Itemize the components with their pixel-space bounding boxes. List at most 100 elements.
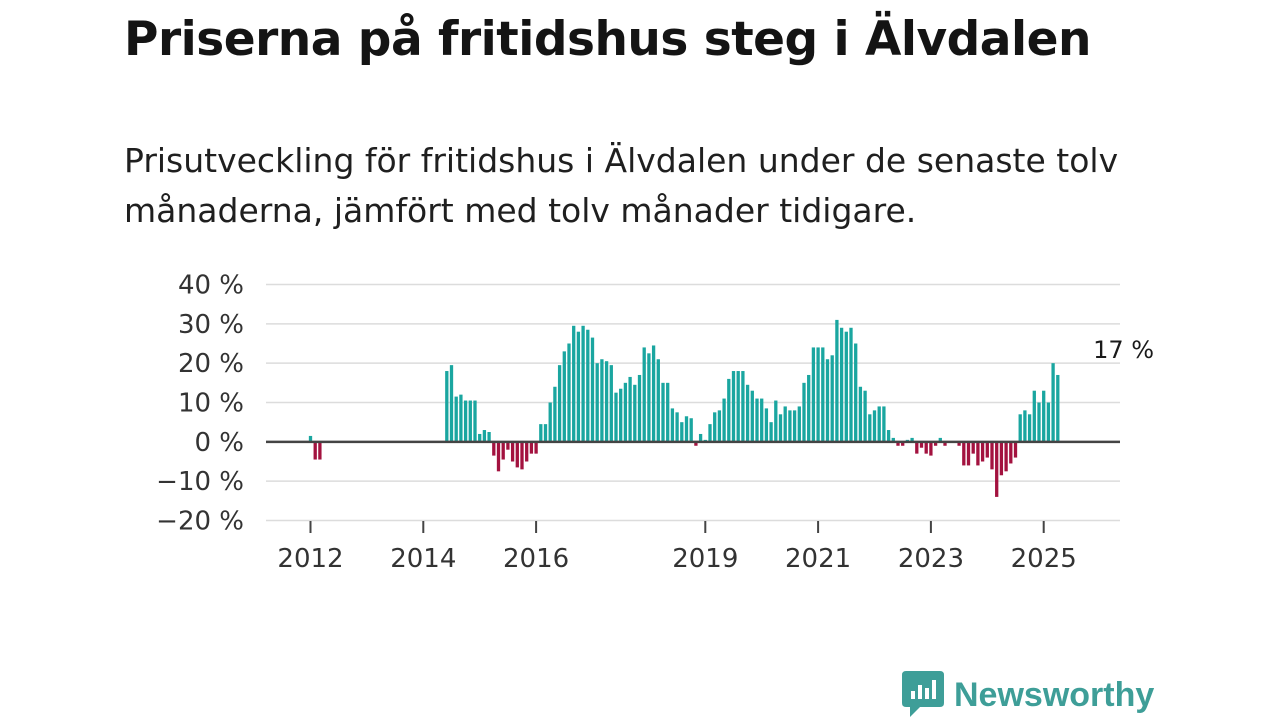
bar bbox=[896, 441, 900, 446]
bar bbox=[454, 396, 458, 442]
bar bbox=[694, 441, 698, 446]
y-tick-label: −20 % bbox=[156, 507, 244, 537]
bars bbox=[308, 319, 1060, 497]
bar bbox=[487, 432, 491, 442]
bar bbox=[661, 382, 665, 442]
bar bbox=[637, 374, 642, 442]
y-tick-label: 10 % bbox=[178, 389, 244, 419]
brand-logo: Newsworthy bbox=[902, 670, 1154, 720]
bar bbox=[590, 337, 595, 442]
bar bbox=[929, 441, 933, 456]
bar bbox=[1013, 441, 1018, 458]
bar bbox=[684, 416, 689, 442]
bar bbox=[802, 382, 806, 442]
bar bbox=[910, 437, 914, 442]
bar bbox=[482, 430, 487, 442]
bar bbox=[750, 390, 754, 442]
y-tick-label: −10 % bbox=[156, 467, 244, 497]
bar bbox=[778, 414, 783, 442]
bar bbox=[938, 437, 942, 442]
x-tick-label: 2025 bbox=[1011, 544, 1077, 574]
bar bbox=[713, 412, 717, 442]
bar bbox=[515, 441, 519, 468]
bar bbox=[313, 441, 317, 460]
bar bbox=[933, 441, 938, 446]
bar bbox=[1051, 363, 1055, 442]
bar bbox=[520, 441, 524, 470]
bar bbox=[849, 327, 853, 442]
bar bbox=[651, 345, 656, 442]
bar bbox=[1018, 414, 1022, 442]
bar bbox=[698, 433, 703, 442]
bar bbox=[825, 359, 830, 442]
bar bbox=[619, 388, 623, 442]
bar-chart: 40 %30 %20 %10 %0 %−10 %−20 % 2012 2014 20… bbox=[156, 271, 1154, 575]
bar bbox=[1009, 441, 1013, 464]
bar bbox=[727, 378, 731, 442]
chart-subtitle: Prisutveckling för fritidshus i Älvdalen… bbox=[124, 141, 1119, 230]
bar bbox=[604, 361, 609, 442]
bar bbox=[656, 359, 660, 442]
bar bbox=[816, 347, 820, 442]
bar bbox=[788, 410, 792, 442]
bar bbox=[736, 371, 740, 442]
bar bbox=[774, 400, 778, 442]
bar bbox=[614, 392, 618, 442]
bar bbox=[924, 441, 928, 454]
bar bbox=[872, 410, 877, 442]
bar bbox=[901, 441, 905, 446]
bar bbox=[835, 319, 839, 442]
bar bbox=[318, 441, 322, 460]
bar bbox=[623, 382, 628, 442]
y-tick-label: 20 % bbox=[178, 349, 244, 379]
bar bbox=[506, 441, 510, 450]
bar bbox=[760, 398, 764, 442]
bar bbox=[633, 384, 637, 442]
bar bbox=[581, 325, 585, 442]
bar bbox=[769, 422, 773, 442]
bar bbox=[745, 384, 750, 442]
bar bbox=[999, 441, 1004, 476]
bar bbox=[943, 441, 947, 446]
bar bbox=[764, 408, 769, 442]
bar bbox=[844, 331, 848, 442]
bar bbox=[957, 441, 961, 446]
bar bbox=[1032, 390, 1036, 442]
bar bbox=[830, 355, 834, 442]
bar bbox=[807, 374, 811, 442]
bar bbox=[463, 400, 468, 442]
bar bbox=[496, 441, 501, 472]
bar bbox=[609, 365, 613, 442]
bar bbox=[586, 329, 590, 442]
bar bbox=[548, 402, 552, 442]
x-tick-label: 2012 bbox=[277, 544, 343, 574]
bar bbox=[445, 371, 449, 442]
bar bbox=[1023, 410, 1027, 442]
x-tick-label: 2016 bbox=[503, 544, 569, 574]
bar bbox=[459, 394, 463, 442]
y-tick-label: 0 % bbox=[194, 428, 244, 458]
bar bbox=[647, 353, 651, 442]
bar bbox=[863, 390, 867, 442]
bar bbox=[543, 424, 548, 442]
bar bbox=[510, 441, 515, 462]
bar bbox=[1027, 414, 1032, 442]
bar bbox=[308, 435, 313, 442]
bar bbox=[525, 441, 529, 462]
bar bbox=[868, 414, 872, 442]
bar bbox=[666, 382, 670, 442]
bar bbox=[971, 441, 975, 454]
y-axis-labels: 40 % 30 % 20 % 10 % 0 % −10 % −20 % bbox=[156, 271, 244, 537]
bar bbox=[600, 359, 604, 442]
y-tick-label: 30 % bbox=[178, 310, 244, 340]
bar bbox=[919, 441, 924, 448]
bar bbox=[755, 398, 759, 442]
bar bbox=[680, 422, 684, 442]
bar bbox=[708, 424, 712, 442]
bar bbox=[1042, 390, 1046, 442]
bar bbox=[501, 441, 505, 460]
bar bbox=[886, 430, 891, 442]
bar bbox=[468, 400, 472, 442]
bar bbox=[741, 371, 745, 442]
bar bbox=[980, 441, 985, 462]
